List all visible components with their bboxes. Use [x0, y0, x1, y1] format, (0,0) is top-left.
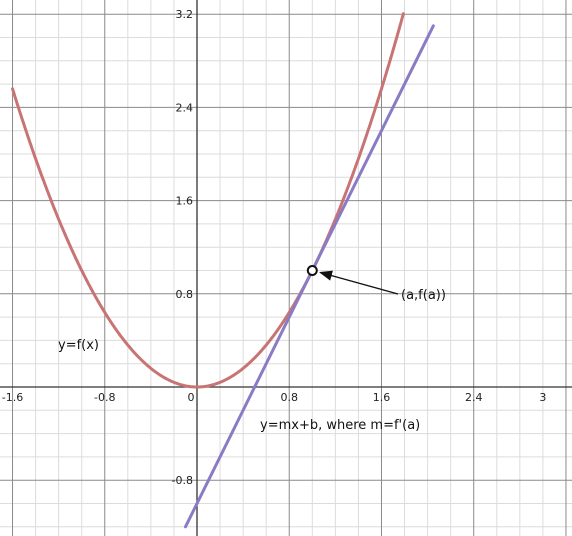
- x-tick-label: -0.8: [94, 391, 115, 404]
- tangent-label: y=mx+b, where m=f'(a): [260, 418, 420, 433]
- y-tick-label: 2.4: [176, 101, 194, 114]
- x-tick-label: 2.4: [465, 391, 483, 404]
- annotations: (a,f(a)) y=f(x) y=mx+b, where m=f'(a): [58, 265, 446, 433]
- y-tick-label: 3.2: [176, 8, 194, 21]
- point-label: (a,f(a)): [401, 288, 446, 303]
- y-tick-label: 1.6: [176, 195, 194, 208]
- x-tick-label: 1.6: [373, 391, 391, 404]
- x-tick-label: 3: [539, 391, 546, 404]
- parabola-curve: [11, 12, 405, 389]
- series-layer: [11, 12, 435, 529]
- tangent-point-marker: [306, 265, 318, 276]
- x-tick-label: 0: [188, 391, 195, 404]
- point-arrow: [319, 270, 399, 295]
- tick-labels: -1.6 -0.8 0 0.8 1.6 2.4 3 3.2 2.4 1.6 0.8 -0.8: [2, 8, 547, 487]
- curve-label: y=f(x): [58, 338, 99, 353]
- y-tick-label: 0.8: [176, 288, 194, 301]
- tangent-line: [183, 24, 435, 529]
- y-tick-label: -0.8: [172, 474, 193, 487]
- x-tick-label: 0.8: [280, 391, 298, 404]
- x-tick-label: -1.6: [2, 391, 23, 404]
